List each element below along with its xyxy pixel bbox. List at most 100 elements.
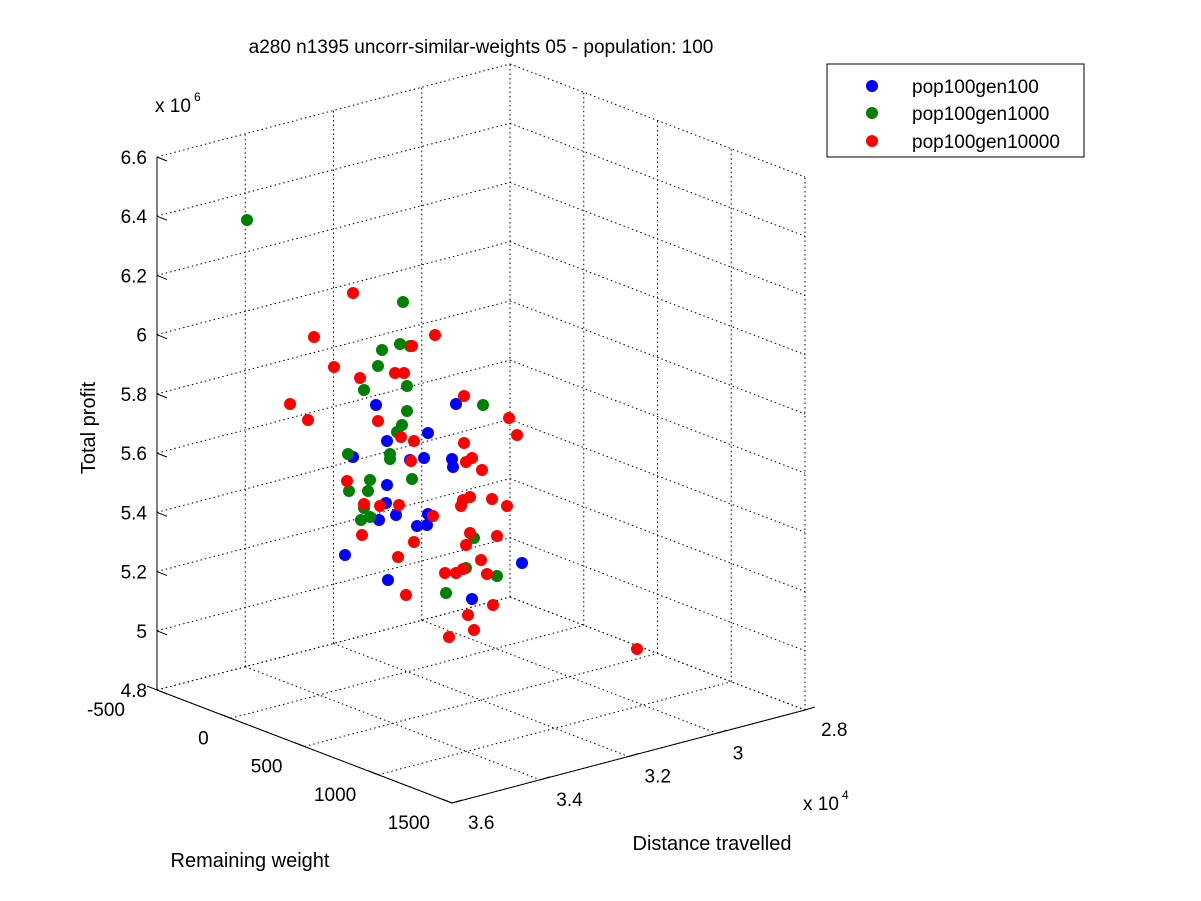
z-tick-label: 6.6 xyxy=(121,148,147,169)
scatter-point xyxy=(481,568,493,580)
scatter-point xyxy=(343,485,355,497)
scatter-point xyxy=(475,554,487,566)
scatter-point xyxy=(302,414,314,426)
scatter-point xyxy=(400,589,412,601)
y-exponent: 4 xyxy=(842,788,849,802)
scatter-point xyxy=(439,567,451,579)
x-tick-label: 500 xyxy=(251,757,283,778)
scatter-point xyxy=(411,520,423,532)
scatter-point xyxy=(487,599,499,611)
legend-marker-1 xyxy=(866,80,878,92)
scatter-point xyxy=(328,361,340,373)
chart-title: a280 n1395 uncorr-similar-weights 05 - p… xyxy=(249,37,714,58)
scatter-point xyxy=(429,329,441,341)
scatter-point xyxy=(457,563,469,575)
scatter-point xyxy=(358,384,370,396)
scatter-point xyxy=(421,519,433,531)
scatter-point xyxy=(389,367,401,379)
scatter-point xyxy=(477,399,489,411)
z-tick-label: 6.2 xyxy=(121,266,147,287)
y-tick-label: 3.6 xyxy=(468,813,494,834)
scatter-point xyxy=(401,380,413,392)
scatter-point xyxy=(390,509,402,521)
legend-label-2: pop100gen1000 xyxy=(912,104,1049,125)
axes xyxy=(146,156,816,804)
scatter-point xyxy=(443,631,455,643)
scatter-point xyxy=(462,609,474,621)
y-axis-label: Distance travelled xyxy=(633,833,792,855)
z-tick-label: 5.8 xyxy=(121,385,147,406)
scatter-point xyxy=(308,331,320,343)
scatter-point xyxy=(491,530,503,542)
z-tick-label: 6.4 xyxy=(121,207,148,228)
scatter-point xyxy=(455,500,467,512)
scatter-point xyxy=(466,452,478,464)
z-exponent-label: x 10 6 xyxy=(155,90,201,117)
scatter-point xyxy=(418,452,430,464)
scatter-point xyxy=(458,390,470,402)
z-exponent: 6 xyxy=(194,90,201,104)
scatter-point xyxy=(372,360,384,372)
scatter-point xyxy=(347,287,359,299)
scatter-point xyxy=(381,435,393,447)
scatter-point xyxy=(354,372,366,384)
scatter-point xyxy=(364,511,376,523)
y-multiplier: x 10 xyxy=(803,794,839,815)
y-tick-label: 3.2 xyxy=(645,767,671,788)
scatter-point xyxy=(447,461,459,473)
scatter-point xyxy=(339,549,351,561)
legend: pop100gen100 pop100gen1000 pop100gen1000… xyxy=(826,63,1085,158)
z-tick-label: 5.4 xyxy=(121,503,148,524)
z-tick-label: 6 xyxy=(136,326,147,347)
scatter-point xyxy=(503,412,515,424)
scatter-point xyxy=(466,593,478,605)
scatter-point xyxy=(284,398,296,410)
y-exponent-label: x 10 4 xyxy=(803,788,849,815)
scatter-point xyxy=(358,498,370,510)
y-tick-label: 2.8 xyxy=(821,720,847,741)
x-tick-label: 0 xyxy=(198,728,209,749)
y-tick-label: 3 xyxy=(733,743,744,764)
scatter-point xyxy=(516,557,528,569)
scatter-point xyxy=(511,429,523,441)
scatter-point xyxy=(464,491,476,503)
z-tick-label: 5 xyxy=(136,622,147,643)
scatter-point xyxy=(393,499,405,511)
grid xyxy=(156,63,806,804)
scatter-point xyxy=(394,338,406,350)
scatter-point xyxy=(341,475,353,487)
x-axis-label: Remaining weight xyxy=(171,850,330,872)
x-tick-label: 1000 xyxy=(314,785,356,806)
z-tick-label: 5.6 xyxy=(121,444,147,465)
scatter-point xyxy=(401,405,413,417)
y-tick-label: 3.4 xyxy=(556,790,583,811)
scatter-point xyxy=(468,624,480,636)
scatter-point xyxy=(440,587,452,599)
scatter-point xyxy=(427,510,439,522)
scatter-point xyxy=(631,643,643,655)
scatter-point xyxy=(370,399,382,411)
x-tick-label: -500 xyxy=(87,700,125,721)
scatter-point xyxy=(398,367,410,379)
scatter-point xyxy=(460,539,472,551)
scatter-point xyxy=(374,500,386,512)
z-tick-label: 5.2 xyxy=(121,563,147,584)
x-tick-label: 1500 xyxy=(388,813,430,834)
scatter-point xyxy=(464,527,476,539)
scatter-point xyxy=(241,214,253,226)
scatter-point xyxy=(392,551,404,563)
scatter-point xyxy=(501,500,513,512)
legend-marker-3 xyxy=(866,135,878,147)
z-tick-label: 4.8 xyxy=(121,681,147,702)
z-axis-label: Total profit xyxy=(78,381,100,474)
legend-label-1: pop100gen100 xyxy=(912,77,1039,98)
scatter-point xyxy=(395,431,407,443)
z-multiplier: x 10 xyxy=(155,96,191,117)
scatter-point xyxy=(405,455,417,467)
scatter-point xyxy=(406,473,418,485)
data-points xyxy=(241,214,643,655)
scatter-point xyxy=(364,474,376,486)
scatter-point xyxy=(362,485,374,497)
legend-marker-2 xyxy=(866,107,878,119)
scatter-point xyxy=(397,296,409,308)
